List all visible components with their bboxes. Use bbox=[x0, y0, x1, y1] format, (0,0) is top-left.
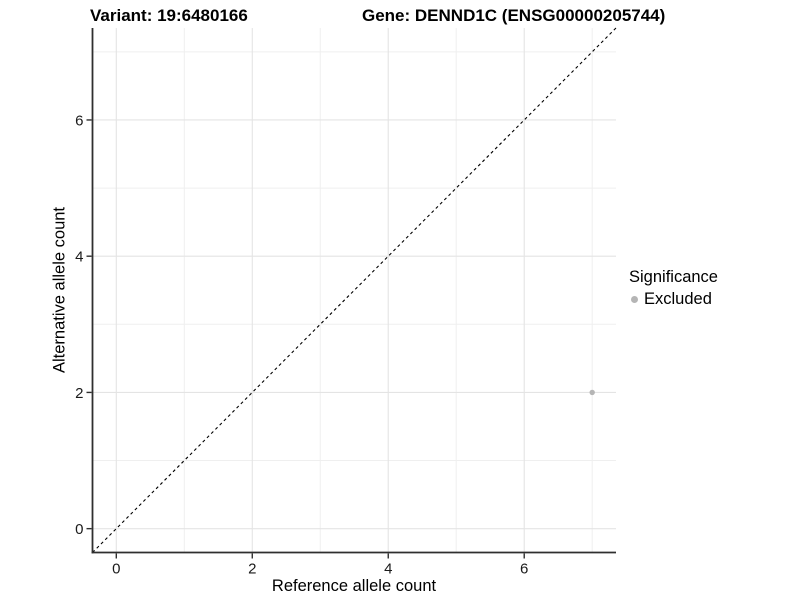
x-axis-title: Reference allele count bbox=[271, 577, 437, 595]
data-point bbox=[589, 389, 595, 396]
legend-point-icon bbox=[631, 296, 638, 303]
legend-title: Significance bbox=[629, 268, 718, 286]
x-tick-label: 6 bbox=[520, 561, 528, 578]
y-tick-label: 0 bbox=[75, 521, 83, 538]
y-tick-label: 6 bbox=[75, 112, 83, 129]
y-tick-label: 4 bbox=[75, 249, 83, 266]
legend: Significance Excluded bbox=[629, 268, 718, 309]
x-tick-label: 2 bbox=[248, 561, 256, 578]
plot-title-gene: Gene: DENND1C (ENSG00000205744) bbox=[362, 6, 666, 25]
legend-item-excluded: Excluded bbox=[629, 290, 718, 309]
y-axis-title: Alternative allele count bbox=[50, 206, 69, 374]
plot-title-variant: Variant: 19:6480166 bbox=[90, 6, 248, 25]
y-tick-label: 2 bbox=[75, 385, 83, 402]
legend-item-label: Excluded bbox=[644, 290, 712, 308]
x-tick-label: 0 bbox=[112, 561, 120, 578]
x-tick-label: 4 bbox=[384, 561, 392, 578]
identity-line bbox=[92, 27, 617, 553]
